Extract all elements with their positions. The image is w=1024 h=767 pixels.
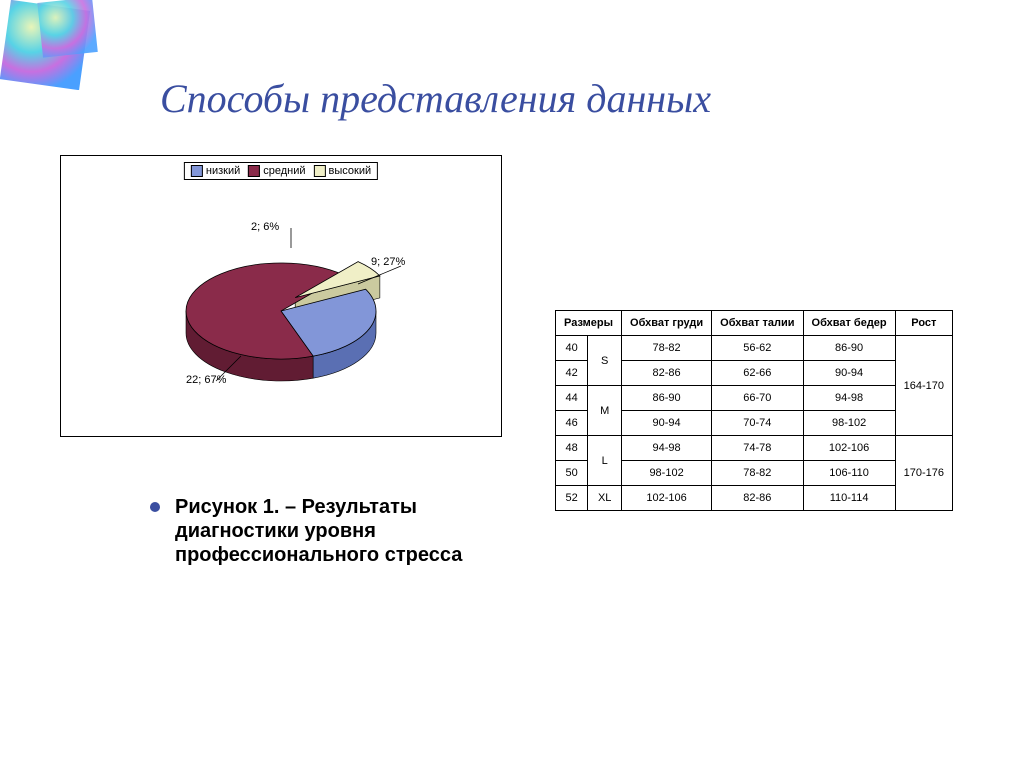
table-cell: 52 [556, 486, 588, 511]
col-chest: Обхват груди [622, 311, 712, 336]
chart-caption: Рисунок 1. – Результаты диагностики уров… [175, 495, 505, 567]
legend-swatch [314, 165, 326, 177]
legend-swatch [248, 165, 260, 177]
table-cell: 106-110 [803, 461, 895, 486]
col-hip: Обхват бедер [803, 311, 895, 336]
table-row: 52XL102-10682-86110-114 [556, 486, 953, 511]
col-size: Размеры [556, 311, 622, 336]
table-cell: 102-106 [622, 486, 712, 511]
table-cell: 82-86 [622, 361, 712, 386]
table-row: 48L94-9874-78102-106170-176 [556, 436, 953, 461]
pie-svg [146, 216, 416, 396]
table-cell: 56-62 [712, 336, 803, 361]
table-cell: 46 [556, 411, 588, 436]
table-cell: 66-70 [712, 386, 803, 411]
legend-item: высокий [314, 165, 372, 177]
col-height: Рост [895, 311, 952, 336]
col-waist: Обхват талии [712, 311, 803, 336]
bullet-icon [150, 502, 160, 512]
table-cell: S [588, 336, 622, 386]
table-cell: 86-90 [803, 336, 895, 361]
pie-label-high: 2; 6% [251, 221, 279, 233]
table-cell: 82-86 [712, 486, 803, 511]
table-row: 40S78-8256-6286-90164-170 [556, 336, 953, 361]
table-cell: 40 [556, 336, 588, 361]
legend-label: низкий [206, 165, 240, 177]
table-cell: 98-102 [622, 461, 712, 486]
table-cell: 48 [556, 436, 588, 461]
pie-label-low: 9; 27% [371, 256, 405, 268]
table-cell: 62-66 [712, 361, 803, 386]
table-cell: L [588, 436, 622, 486]
table-cell: 42 [556, 361, 588, 386]
pie-label-mid: 22; 67% [186, 374, 226, 386]
table-cell: 50 [556, 461, 588, 486]
table-cell: 90-94 [803, 361, 895, 386]
table-cell: 110-114 [803, 486, 895, 511]
table-cell: 102-106 [803, 436, 895, 461]
table-cell: 78-82 [622, 336, 712, 361]
legend-item: низкий [191, 165, 240, 177]
legend-label: средний [263, 165, 305, 177]
table-cell: 86-90 [622, 386, 712, 411]
size-table: Размеры Обхват груди Обхват талии Обхват… [555, 310, 953, 511]
table-cell: 98-102 [803, 411, 895, 436]
legend-swatch [191, 165, 203, 177]
legend-label: высокий [329, 165, 372, 177]
chart-legend: низкий средний высокий [184, 162, 378, 180]
corner-decoration [0, 0, 140, 90]
table-cell: 164-170 [895, 336, 952, 436]
pie-body: 2; 6% 9; 27% 22; 67% [146, 216, 416, 396]
table-cell: XL [588, 486, 622, 511]
table-cell: M [588, 386, 622, 436]
page-title: Способы представления данных [160, 75, 711, 122]
legend-item: средний [248, 165, 305, 177]
table-cell: 70-74 [712, 411, 803, 436]
table-cell: 94-98 [622, 436, 712, 461]
table-header-row: Размеры Обхват груди Обхват талии Обхват… [556, 311, 953, 336]
table-cell: 44 [556, 386, 588, 411]
table-cell: 90-94 [622, 411, 712, 436]
table-cell: 94-98 [803, 386, 895, 411]
pie-chart: низкий средний высокий 2; 6% 9; 27% 22; … [60, 155, 502, 437]
table-cell: 170-176 [895, 436, 952, 511]
table-cell: 74-78 [712, 436, 803, 461]
table-cell: 78-82 [712, 461, 803, 486]
table-row: 44M86-9066-7094-98 [556, 386, 953, 411]
